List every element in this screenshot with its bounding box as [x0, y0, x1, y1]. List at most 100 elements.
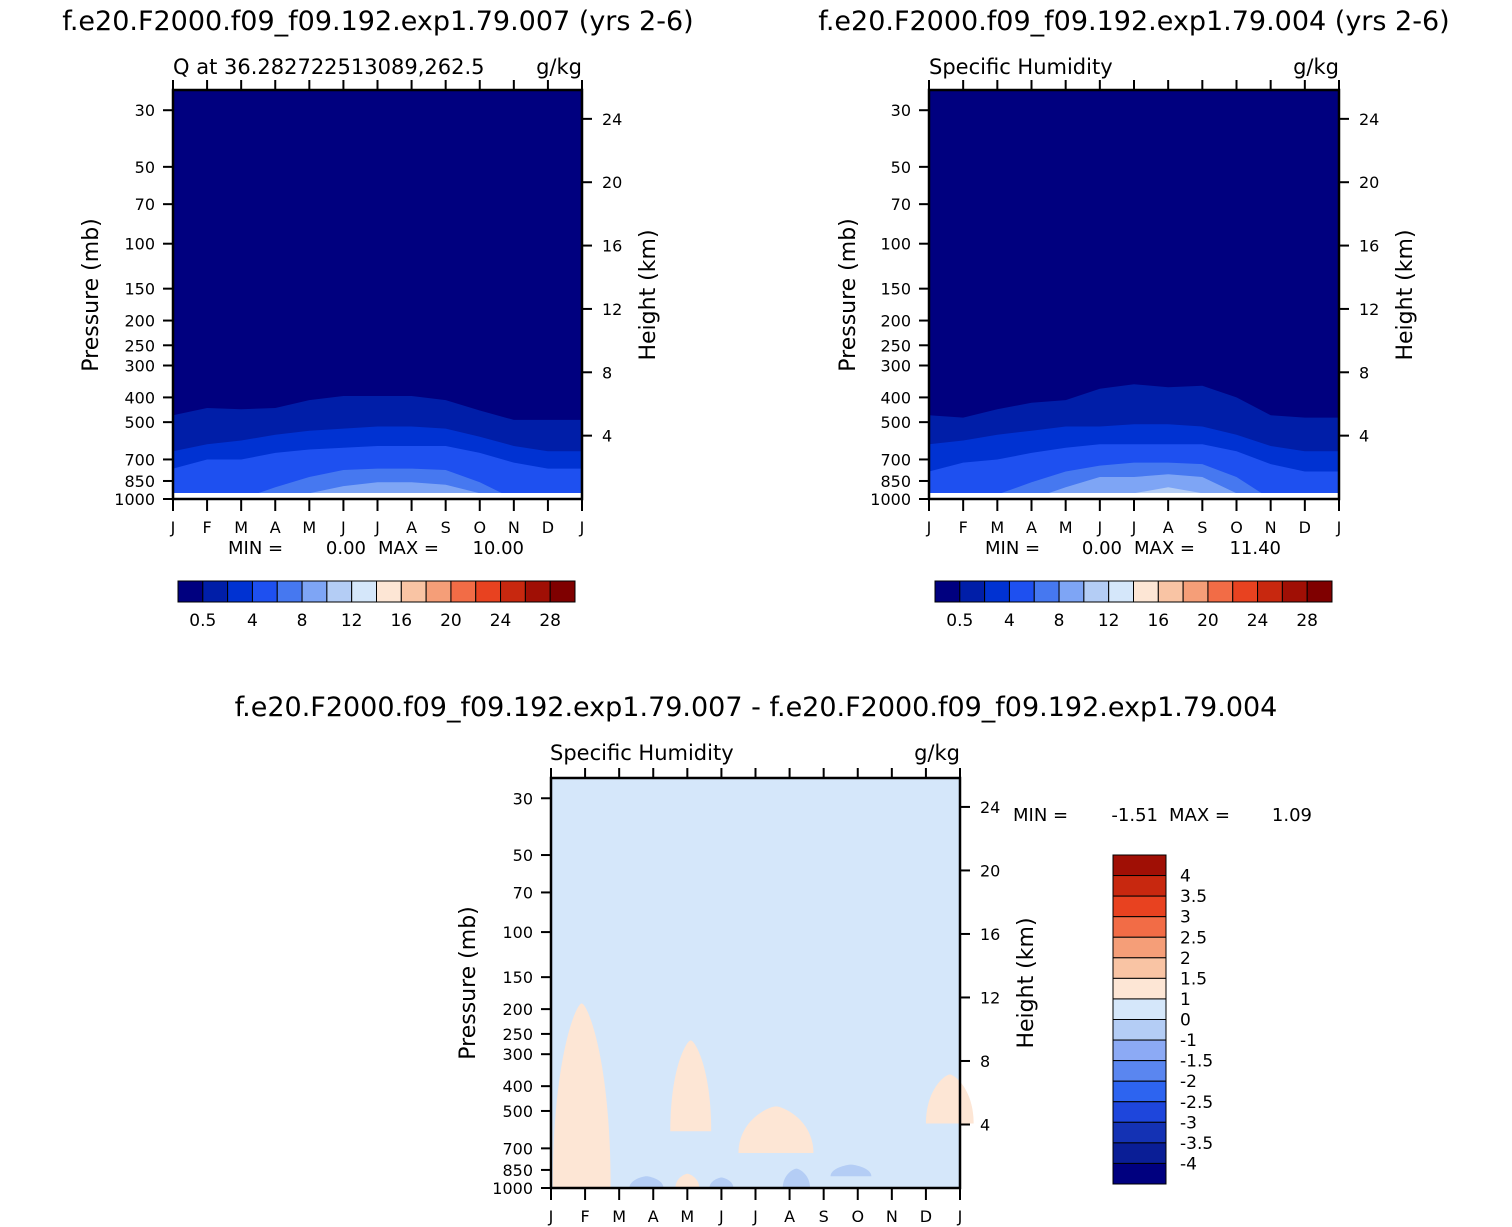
colorbar-swatch: [351, 580, 377, 603]
y-tick-label-height: 16: [1359, 237, 1379, 256]
colorbar-swatch: [1083, 580, 1110, 603]
contour-fill-level: [929, 474, 1339, 499]
colorbar-swatch: [1232, 580, 1259, 603]
y-axis-label-height: Height (km): [1393, 229, 1418, 360]
contour-panel-exp004: Specific Humidity g/kg 30 50 70 100 150 200 25…: [836, 55, 1418, 631]
y-tick-label-height: 20: [602, 173, 622, 192]
colorbar-label: -2.5: [1180, 1093, 1213, 1113]
colorbar-swatch: [1112, 875, 1167, 897]
colorbar-label: 1.5: [1180, 969, 1207, 989]
colorbar-swatch: [376, 580, 402, 603]
x-tick-label: J: [957, 1207, 963, 1226]
colorbar-label: 20: [440, 611, 462, 631]
colorbar-label: 2: [1180, 949, 1191, 969]
y-tick-label-pressure: 100: [502, 923, 533, 942]
colorbar-label: -4: [1180, 1154, 1197, 1174]
x-tick-label: M: [302, 518, 316, 537]
y-tick-label-pressure: 50: [513, 846, 533, 865]
colorbar-swatch: [1112, 1142, 1167, 1164]
colorbar-label: 4: [1004, 611, 1015, 631]
panel-header-diff: f.e20.F2000.f09_f09.192.exp1.79.007 - f.…: [235, 692, 1278, 723]
colorbar-swatch: [1112, 936, 1167, 959]
colorbar-swatch: [1257, 580, 1283, 603]
y-tick-label-pressure: 700: [880, 450, 911, 469]
x-tick-label: A: [270, 518, 281, 537]
x-tick-label: J: [170, 518, 176, 537]
positive-region: [552, 1003, 611, 1188]
x-tick-label: J: [718, 1207, 724, 1226]
colorbar-label: 4: [1180, 867, 1191, 887]
colorbar-swatch: [1112, 1060, 1167, 1082]
y-tick-label-height: 20: [1359, 173, 1379, 192]
x-tick-label: F: [580, 1207, 589, 1226]
max-label: MAX =: [378, 538, 439, 559]
y-tick-label-pressure: 100: [880, 235, 911, 254]
x-tick-label: J: [579, 518, 585, 537]
y-tick-label-pressure: 70: [513, 883, 533, 902]
surface-strip: [929, 493, 1339, 499]
contour-panel-difference: Specific Humidity g/kg 30507010015020025…: [456, 741, 1312, 1226]
negative-region: [782, 1168, 811, 1188]
colorbar-swatch: [984, 580, 1010, 603]
y-tick-label-height: 4: [1359, 427, 1369, 446]
y-tick-label-pressure: 200: [880, 312, 911, 331]
min-value: 0.00: [1082, 538, 1122, 559]
max-label: MAX =: [1134, 538, 1195, 559]
x-tick-label: O: [1230, 518, 1243, 537]
colorbar-swatch: [1112, 1121, 1167, 1144]
colorbar-label: 8: [1054, 611, 1065, 631]
x-tick-label: J: [752, 1207, 758, 1226]
colorbar-label: -1: [1180, 1031, 1197, 1051]
y-axis-label-pressure: Pressure (mb): [456, 906, 481, 1060]
y-tick-label-height: 16: [602, 237, 622, 256]
y-tick-label-height: 12: [980, 988, 1000, 1007]
y-tick-label-pressure: 850: [502, 1161, 533, 1180]
x-tick-label: M: [1059, 518, 1073, 537]
y-tick-label-pressure: 150: [502, 968, 533, 987]
y-axis-label-pressure: Pressure (mb): [836, 218, 861, 372]
colorbar-label: 0: [1180, 1011, 1191, 1031]
y-tick-label-pressure: 250: [124, 336, 155, 355]
y-tick-label-pressure: 700: [502, 1139, 533, 1158]
y-tick-label-height: 12: [602, 300, 622, 319]
y-axis-label-pressure: Pressure (mb): [79, 218, 104, 372]
max-value: 11.40: [1229, 538, 1281, 559]
y-tick-label-pressure: 100: [124, 235, 155, 254]
x-tick-label: M: [990, 518, 1004, 537]
y-tick-label-pressure: 300: [880, 357, 911, 376]
colorbar-swatch: [1112, 1080, 1167, 1103]
y-tick-label-pressure: 500: [502, 1102, 533, 1121]
y-tick-label-height: 16: [980, 925, 1000, 944]
colorbar-swatch: [1157, 580, 1184, 603]
positive-region: [675, 1173, 700, 1188]
y-tick-label-pressure: 50: [891, 158, 911, 177]
colorbar-swatch: [959, 580, 986, 603]
x-tick-label: O: [851, 1207, 864, 1226]
colorbar-swatch: [1112, 1019, 1167, 1041]
colorbar-label: 0.5: [946, 611, 973, 631]
y-tick-label-height: 8: [602, 363, 612, 382]
negative-region: [629, 1176, 664, 1188]
x-tick-label: J: [340, 518, 346, 537]
y-tick-label-height: 20: [980, 861, 1000, 880]
y-tick-label-pressure: 30: [891, 101, 911, 120]
y-tick-label-pressure: 300: [502, 1045, 533, 1064]
y-tick-label-height: 24: [602, 110, 622, 129]
x-tick-label: N: [508, 518, 520, 537]
surface-strip: [173, 493, 582, 499]
x-tick-label: A: [784, 1207, 795, 1226]
colorbar-swatch: [1182, 580, 1209, 603]
x-tick-label: J: [926, 518, 932, 537]
colorbar-swatch: [1112, 977, 1167, 1000]
colorbar-label: 16: [1147, 611, 1169, 631]
panel-subtitle-left: Specific Humidity: [550, 741, 734, 765]
y-axis-label-height: Height (km): [1014, 917, 1039, 1048]
y-tick-label-pressure: 200: [124, 312, 155, 331]
y-tick-label-pressure: 30: [135, 101, 155, 120]
x-tick-label: A: [406, 518, 417, 537]
colorbar-swatch: [500, 580, 526, 603]
colorbar-label: 20: [1197, 611, 1219, 631]
colorbar-swatch: [177, 580, 204, 603]
y-tick-label-pressure: 850: [880, 472, 911, 491]
colorbar-swatch: [202, 580, 229, 603]
